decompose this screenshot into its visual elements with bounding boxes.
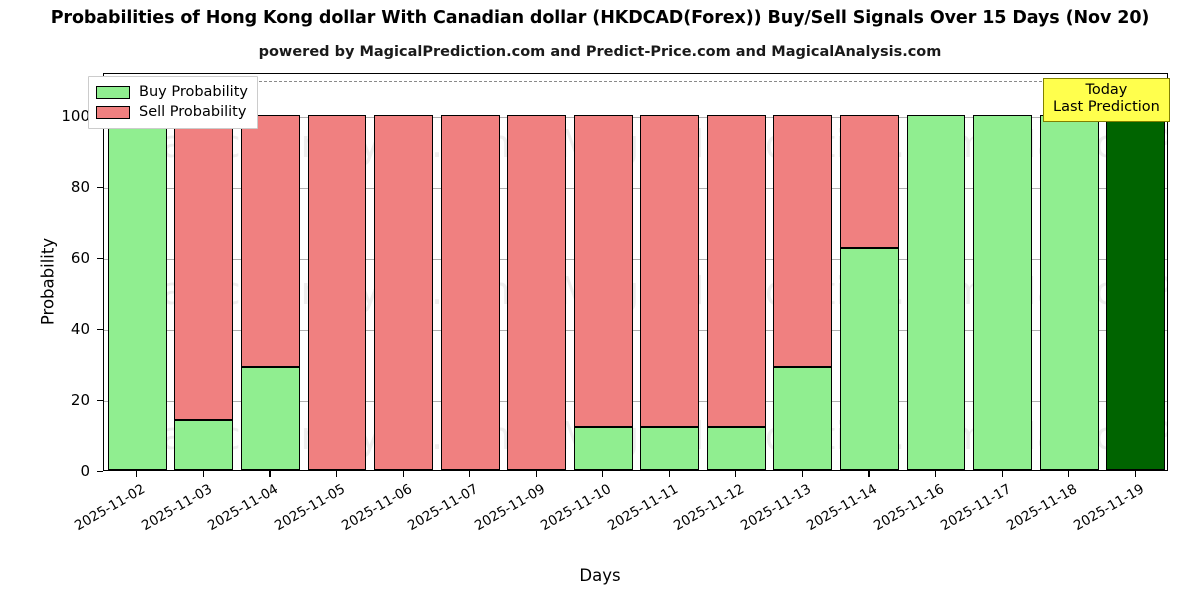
legend-item-buy: Buy Probability xyxy=(96,82,248,102)
x-axis-tick-mark xyxy=(136,471,138,477)
bar-group[interactable] xyxy=(440,74,500,470)
y-axis-tick-label: 20 xyxy=(70,390,90,409)
bar-segment-sell[interactable] xyxy=(307,114,367,470)
y-axis-tick-label: 60 xyxy=(70,248,90,267)
bar-group[interactable] xyxy=(773,74,833,470)
bar-segment-buy[interactable] xyxy=(107,114,167,470)
x-axis-label: Days xyxy=(579,566,621,585)
bar-segment-sell[interactable] xyxy=(640,114,700,428)
bar-group[interactable] xyxy=(573,74,633,470)
y-axis-tick-label: 80 xyxy=(70,177,90,196)
y-axis-tick-label: 100 xyxy=(61,106,90,125)
bar-segment-buy[interactable] xyxy=(773,366,833,470)
bar-segment-buy[interactable] xyxy=(906,114,966,470)
x-axis-tick-mark xyxy=(602,471,604,477)
bar-group[interactable] xyxy=(1039,74,1099,470)
x-axis-tick-mark xyxy=(668,471,670,477)
bar-group[interactable] xyxy=(706,74,766,470)
bar-group[interactable] xyxy=(507,74,567,470)
x-axis-tick-mark xyxy=(1001,471,1003,477)
y-axis-tick-label: 40 xyxy=(70,319,90,338)
legend: Buy Probability Sell Probability xyxy=(88,76,258,129)
chart-subtitle: powered by MagicalPrediction.com and Pre… xyxy=(258,44,942,60)
bar-group[interactable] xyxy=(240,74,300,470)
y-axis-tick-mark xyxy=(97,257,103,259)
bar-segment-buy[interactable] xyxy=(174,420,234,470)
x-axis-tick-mark xyxy=(335,471,338,477)
gridline-y-20 xyxy=(104,400,1167,402)
legend-label-buy: Buy Probability xyxy=(139,84,248,100)
bar-series xyxy=(104,74,1167,470)
bar-segment-sell[interactable] xyxy=(240,114,300,367)
bar-segment-sell[interactable] xyxy=(840,114,899,248)
today-annotation: Today Last Prediction xyxy=(1043,78,1170,123)
x-axis-tick-mark xyxy=(269,471,271,477)
bar-group[interactable] xyxy=(840,74,899,470)
bar-segment-buy[interactable] xyxy=(573,427,633,470)
bar-segment-buy[interactable] xyxy=(1039,114,1099,470)
gridline-y-100 xyxy=(104,116,1167,118)
bar-segment-buy[interactable] xyxy=(840,247,899,470)
gridline-y-40 xyxy=(104,329,1167,331)
bar-group[interactable] xyxy=(307,74,367,470)
bar-group[interactable] xyxy=(107,74,167,470)
y-axis-tick-mark xyxy=(97,186,103,188)
bar-segment-buy[interactable] xyxy=(706,427,766,470)
bar-segment-today[interactable] xyxy=(1106,114,1166,470)
today-line-2: Last Prediction xyxy=(1053,99,1160,116)
bar-segment-sell[interactable] xyxy=(573,114,633,428)
plot-area: MagicalAnalysis.comMagicalPrediction.com… xyxy=(103,73,1168,471)
x-axis-tick-mark xyxy=(735,471,737,477)
x-axis-tick-mark xyxy=(868,471,870,477)
x-axis-tick-mark xyxy=(801,471,803,477)
today-line-1: Today xyxy=(1085,82,1128,98)
bar-group[interactable] xyxy=(973,74,1033,470)
bar-segment-sell[interactable] xyxy=(174,114,234,421)
bar-segment-buy[interactable] xyxy=(640,427,700,470)
legend-swatch-buy xyxy=(96,85,130,99)
y-axis-tick-mark xyxy=(97,399,103,402)
bar-segment-sell[interactable] xyxy=(374,114,433,470)
x-axis-tick-mark xyxy=(202,471,204,477)
y-axis-tick-mark xyxy=(97,328,103,330)
chart-title: Probabilities of Hong Kong dollar With C… xyxy=(50,8,1150,28)
y-axis-tick-label: 0 xyxy=(80,462,90,480)
y-axis-label: Probability xyxy=(38,237,58,326)
x-axis-tick-mark xyxy=(935,471,937,477)
bar-group[interactable] xyxy=(906,74,966,470)
x-axis-tick-mark xyxy=(1068,471,1070,477)
reference-line xyxy=(104,81,1167,83)
x-axis-tick-mark xyxy=(402,471,404,477)
x-axis-tick-mark xyxy=(469,471,471,477)
bar-group[interactable] xyxy=(1106,74,1166,470)
x-axis-tick-mark xyxy=(535,471,537,477)
bar-segment-buy[interactable] xyxy=(240,366,300,470)
gridline-y-80 xyxy=(104,187,1167,189)
bar-segment-buy[interactable] xyxy=(973,114,1033,470)
gridline-y-60 xyxy=(104,258,1167,260)
legend-swatch-sell xyxy=(96,105,130,119)
bar-segment-sell[interactable] xyxy=(507,114,567,470)
bar-group[interactable] xyxy=(374,74,433,470)
y-axis-tick-mark xyxy=(97,471,103,473)
legend-item-sell: Sell Probability xyxy=(96,102,248,122)
bar-segment-sell[interactable] xyxy=(440,114,500,470)
x-axis-tick-mark xyxy=(1134,471,1136,477)
bar-group[interactable] xyxy=(174,74,234,470)
legend-label-sell: Sell Probability xyxy=(139,104,247,120)
bar-segment-sell[interactable] xyxy=(706,114,766,428)
bar-segment-sell[interactable] xyxy=(773,114,833,367)
bar-group[interactable] xyxy=(640,74,700,470)
